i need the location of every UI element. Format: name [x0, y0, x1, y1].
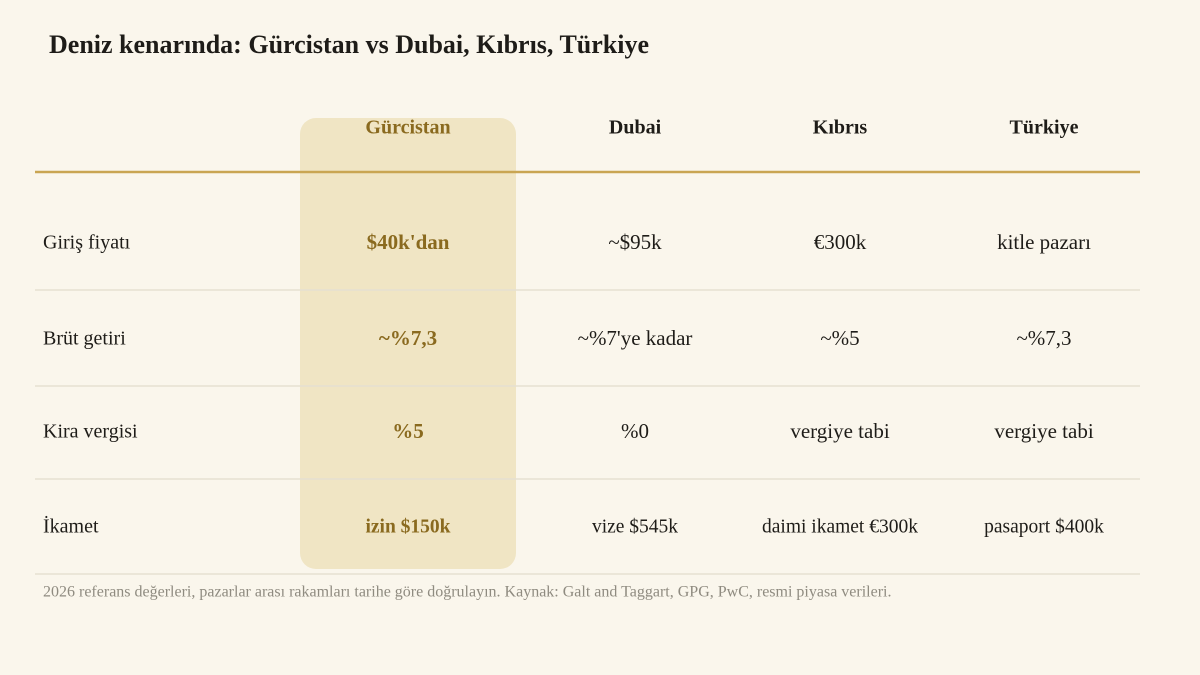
column-header: Türkiye — [1010, 117, 1079, 139]
cell: vize $545k — [592, 516, 678, 537]
cell: pasaport $400k — [984, 516, 1104, 537]
row-label: Brüt getiri — [43, 328, 126, 350]
column-header: Gürcistan — [365, 117, 450, 139]
cell: ~%5 — [820, 326, 859, 350]
cell: vergiye tabi — [790, 419, 889, 443]
column-header: Dubai — [609, 117, 662, 139]
row-label: Giriş fiyatı — [43, 232, 131, 254]
cell: ~%7,3 — [1016, 326, 1071, 350]
cell: %0 — [621, 419, 649, 443]
footnote: 2026 referans değerleri, pazarlar arası … — [43, 584, 892, 601]
cell: %5 — [392, 419, 424, 443]
cell: vergiye tabi — [994, 419, 1093, 443]
cell: ~%7'ye kadar — [578, 326, 693, 350]
cell: daimi ikamet €300k — [762, 516, 918, 537]
cell: ~%7,3 — [379, 326, 437, 350]
cell: kitle pazarı — [997, 230, 1091, 254]
row-label: Kira vergisi — [43, 421, 138, 443]
cell: izin $150k — [365, 516, 450, 537]
column-header: Kıbrıs — [813, 117, 868, 139]
title: Deniz kenarında: Gürcistan vs Dubai, Kıb… — [49, 30, 649, 59]
cell: ~$95k — [608, 230, 662, 254]
row-label: İkamet — [43, 515, 99, 538]
highlight-column — [300, 118, 516, 569]
cell: $40k'dan — [367, 230, 450, 254]
cell: €300k — [814, 230, 867, 254]
